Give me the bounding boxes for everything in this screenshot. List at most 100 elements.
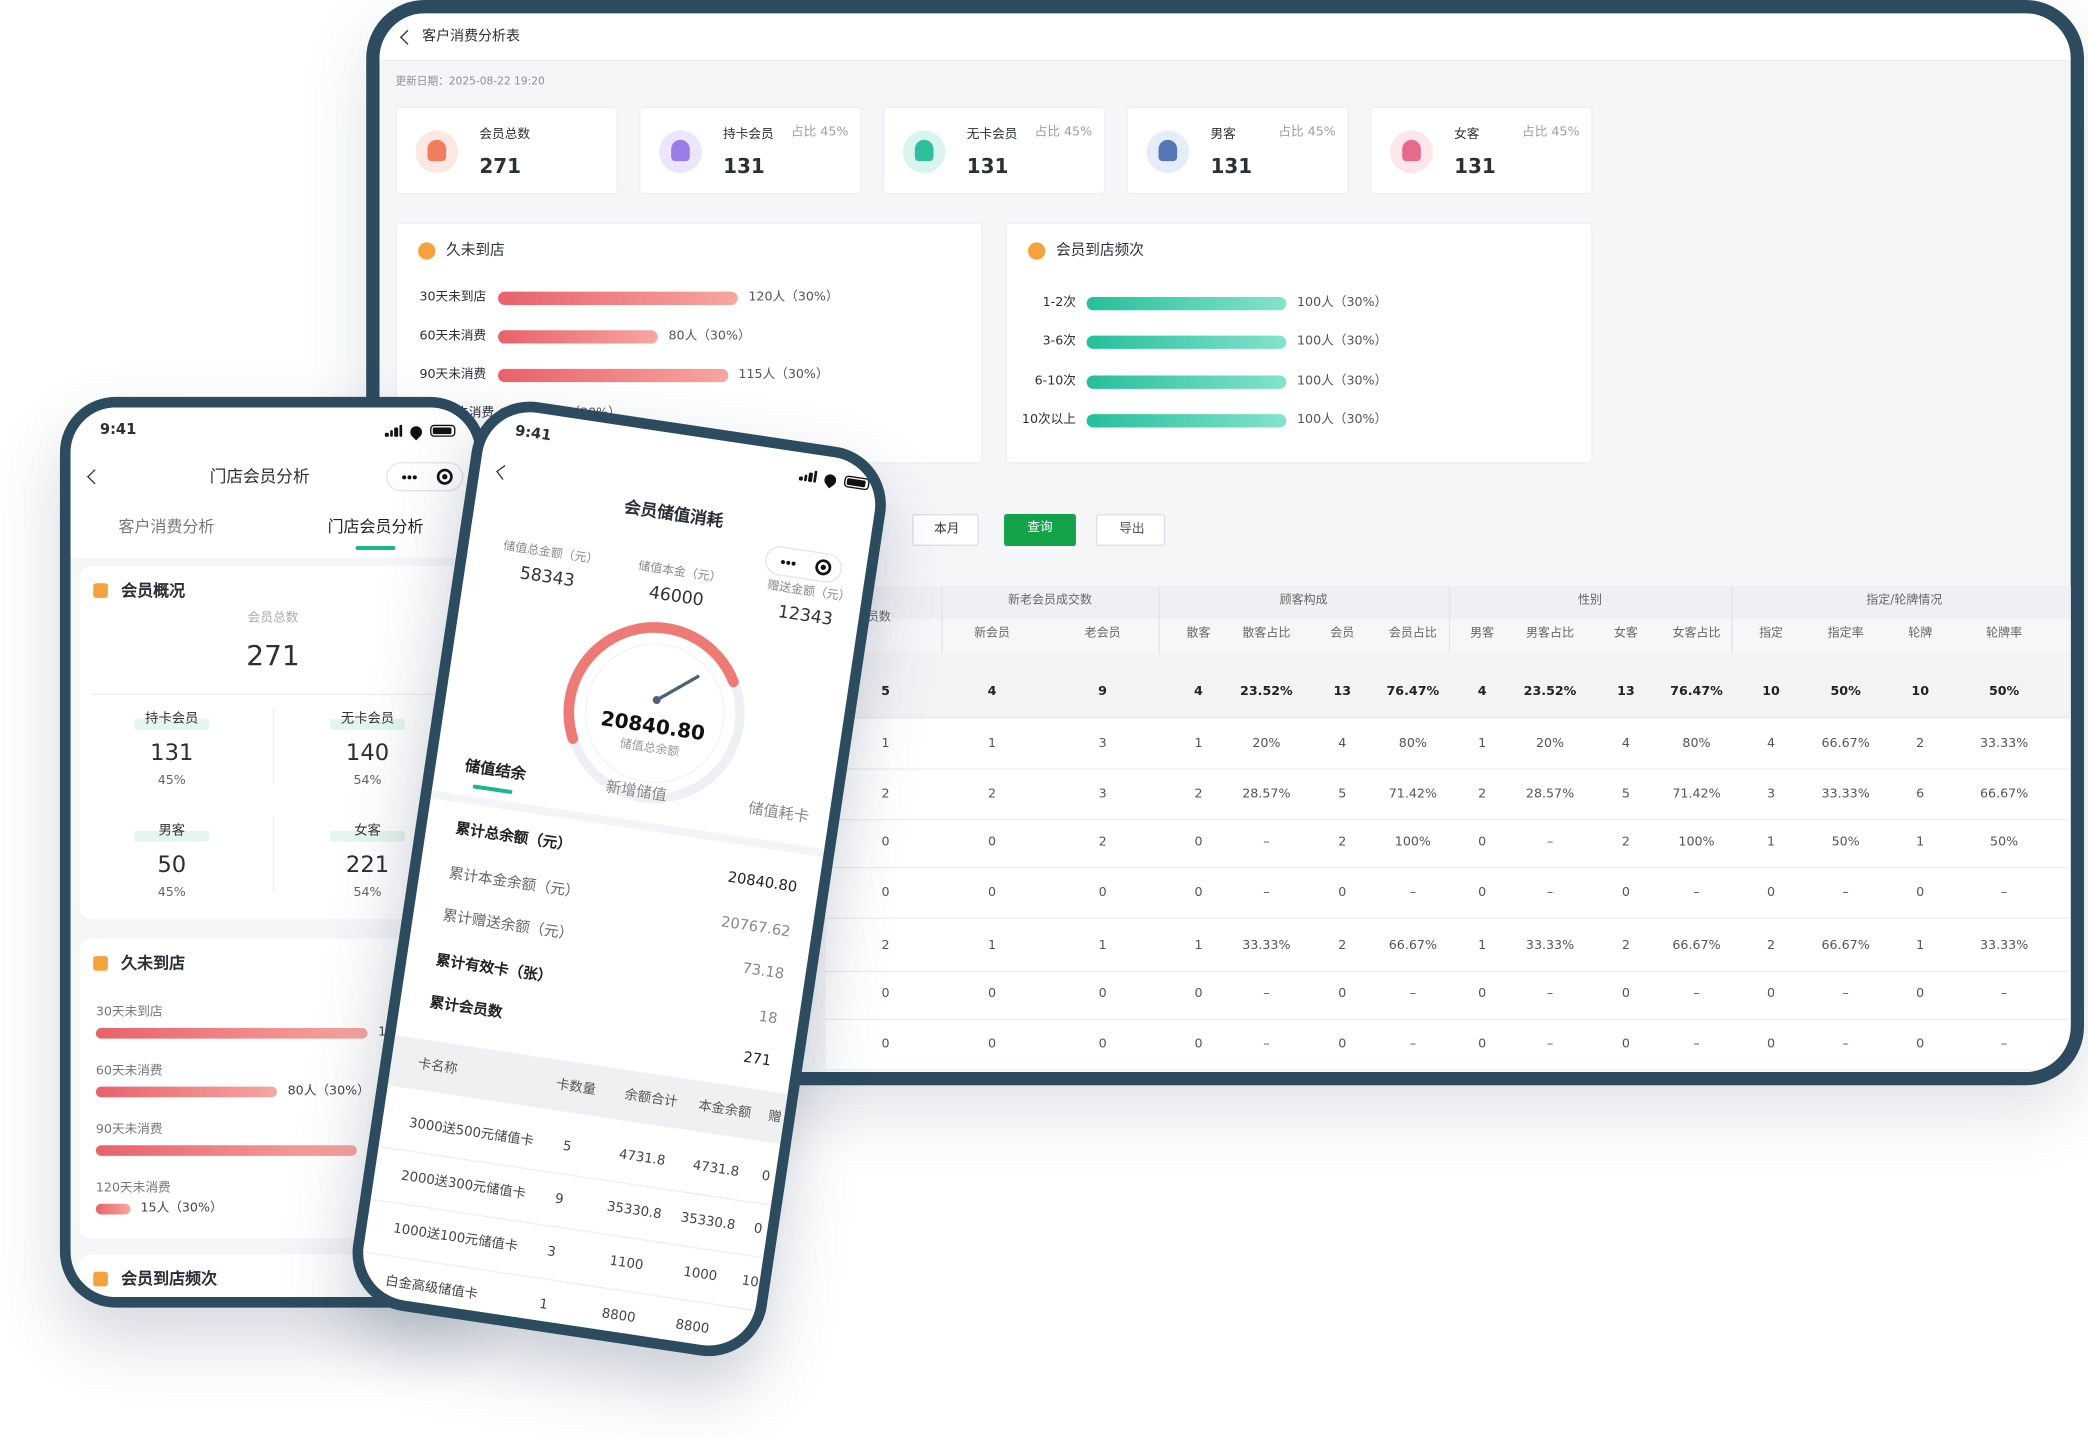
table-cell: – (1263, 1037, 1270, 1052)
table-cell: 1 (1478, 938, 1487, 954)
table-cell: 13 (1617, 684, 1635, 699)
section-title: 久未到店 (121, 953, 186, 973)
screen-title: 门店会员分析 (209, 466, 310, 487)
stat-icon-figure (1402, 139, 1421, 162)
section-icon (93, 583, 108, 598)
row-line (825, 1018, 2071, 1021)
bar-label: 30天未到店 (95, 1005, 163, 1020)
table-cell: 0 (1338, 1037, 1347, 1052)
table-cell: 0 (1621, 885, 1630, 900)
table-cell: – (2000, 885, 2008, 900)
table-cell: – (1263, 986, 1270, 1002)
button[interactable]: 查询 (1004, 514, 1076, 546)
table-cell: 0 (1767, 1037, 1776, 1052)
table-cell: – (1263, 885, 1270, 900)
button[interactable]: 导出 (1095, 514, 1166, 546)
bar-value-label: 100人（30%） (1297, 333, 1388, 349)
table-cell: – (2000, 1037, 2008, 1052)
table-cell: 20% (1252, 736, 1281, 751)
group-header-row (825, 585, 2071, 620)
stat-card: 女客 占比 45% 131 (1370, 106, 1593, 195)
table-cell: 0 (1621, 1037, 1630, 1052)
table-cell: 23.52% (1240, 684, 1293, 699)
column-header-row (825, 619, 2071, 653)
gauge-arc (563, 622, 739, 744)
table-cell: 66.67% (1821, 938, 1870, 954)
stat-share: 占比 45% (1278, 124, 1336, 140)
table-cell: 76.47% (1670, 684, 1723, 699)
section-icon (93, 1271, 108, 1287)
divider (272, 816, 275, 891)
divider (272, 709, 275, 785)
table-cell: 4 (1767, 736, 1776, 751)
table-cell: 0 (1621, 986, 1630, 1002)
table-cell: 1 (881, 736, 890, 751)
column-header: 轮牌率 (1986, 627, 2023, 641)
button[interactable]: 本月 (912, 514, 979, 546)
column-header: 女客 (1613, 627, 1638, 641)
stat-share: 占比 45% (1034, 124, 1093, 140)
row-line (825, 716, 2071, 718)
bar (498, 291, 738, 305)
table-cell: 33.33% (1242, 938, 1291, 954)
item-share: 45% (157, 773, 186, 789)
table-cell: – (1409, 885, 1417, 900)
column-divider (941, 585, 943, 653)
table-cell: 1 (1916, 938, 1925, 954)
column-header: 新会员 (974, 627, 1011, 641)
stat-label: 男客 (1210, 127, 1236, 143)
column-header: 老会员 (1084, 627, 1121, 641)
table-cell: 5 (1621, 786, 1630, 802)
table-cell: – (1693, 986, 1700, 1002)
column-header: 男客 (1470, 627, 1495, 641)
table-cell: 0 (1194, 986, 1203, 1002)
bar-value-label: 15人（30%） (140, 1200, 223, 1216)
table-cell: 0 (988, 834, 997, 850)
column-header: 赠 (767, 1109, 783, 1126)
column-header: 女客占比 (1672, 627, 1721, 641)
table-cell: 1 (988, 938, 997, 954)
table-cell: 3 (1767, 786, 1776, 802)
item-share: 45% (157, 885, 186, 900)
bar-value-label: 100人（30%） (1297, 373, 1388, 389)
summary-label: 累计总余额（元） (454, 819, 573, 855)
column-header: 会员占比 (1388, 627, 1437, 641)
table-cell: 50% (1831, 834, 1860, 850)
button-label: 本月 (934, 521, 960, 537)
table-cell: 0 (988, 1037, 997, 1052)
column-header: 男客占比 (1526, 627, 1574, 641)
row-line (825, 1069, 2071, 1071)
summary-label: 累计有效卡（张） (434, 951, 554, 986)
table-cell: 0 (760, 1168, 772, 1185)
item-label: 持卡会员 (145, 711, 199, 727)
table-cell: 23.52% (1523, 684, 1577, 699)
stat-icon-figure (914, 139, 934, 162)
bar-label: 90天未消费 (95, 1122, 163, 1137)
table-cell: 2 (1478, 786, 1487, 802)
table-cell: – (1693, 885, 1700, 900)
table-cell: 28.57% (1525, 786, 1575, 802)
section-icon (93, 956, 108, 971)
item-share: 54% (353, 885, 382, 900)
table-cell: 0 (1478, 885, 1487, 900)
signal-bar (389, 430, 393, 437)
stat-value: 271 (479, 154, 522, 179)
table-cell: 1100 (608, 1253, 645, 1274)
summary-label: 累计赠送余额（元） (441, 906, 575, 944)
group-header: 新老会员成交数 (1008, 593, 1092, 608)
table-cell: 33.33% (1979, 938, 2029, 954)
table-cell: 3000送500元储值卡 (407, 1116, 535, 1150)
close-icon (436, 468, 453, 485)
close-dot (442, 474, 448, 480)
table-cell: 5 (561, 1139, 573, 1155)
table-cell: 1 (538, 1297, 549, 1314)
update-time: 更新日期：2025-08-22 19:20 (395, 75, 545, 88)
stat-icon-figure (671, 139, 690, 162)
stat-value: 131 (723, 154, 765, 179)
bar-label: 10次以上 (1021, 412, 1076, 428)
panel-icon (418, 242, 436, 260)
item-value: 221 (345, 851, 390, 879)
table-cell: 28.57% (1242, 786, 1291, 802)
tab: 客户消费分析 (118, 517, 215, 536)
